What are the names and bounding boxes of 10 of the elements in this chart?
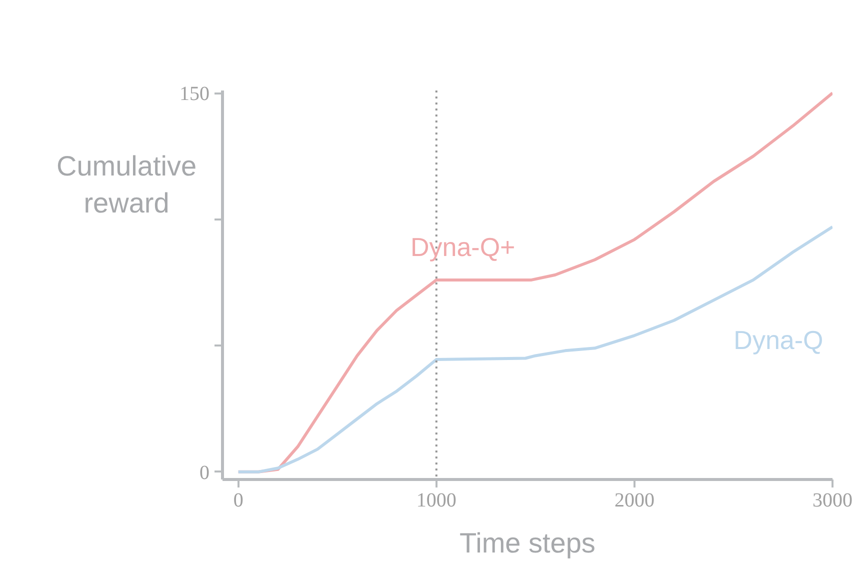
x-axis-title: Time steps	[460, 528, 596, 558]
x-tick-label: 3000	[812, 490, 852, 512]
series-label: Dyna-Q	[734, 325, 824, 356]
series-label: Dyna-Q+	[410, 232, 516, 262]
x-tick-label: 0	[233, 490, 244, 512]
y-tick-label: 150	[180, 83, 210, 106]
y-axis-title: Cumulative reward	[56, 150, 197, 219]
x-tick-label: 1000	[416, 490, 456, 512]
x-tick-label: 2000	[614, 490, 654, 512]
line-series	[236, 225, 832, 474]
